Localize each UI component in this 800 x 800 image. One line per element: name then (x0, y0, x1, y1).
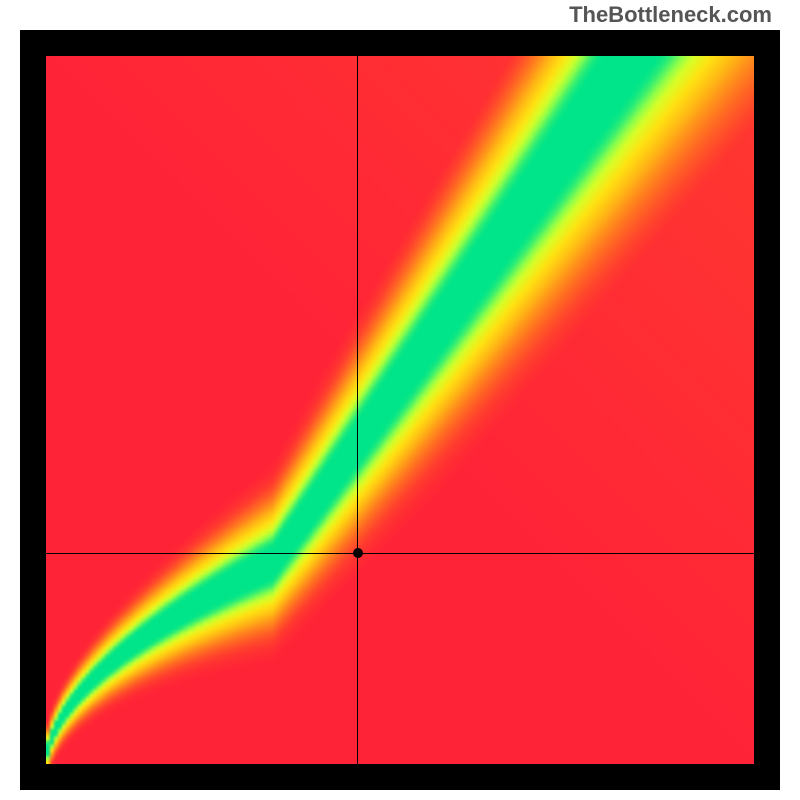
plot-area (46, 56, 754, 764)
crosshair-horizontal (46, 553, 754, 554)
heatmap-canvas (46, 56, 754, 764)
plot-outer-frame (20, 30, 780, 790)
watermark: TheBottleneck.com (569, 2, 772, 28)
crosshair-vertical (357, 56, 358, 764)
crosshair-point (353, 548, 363, 558)
